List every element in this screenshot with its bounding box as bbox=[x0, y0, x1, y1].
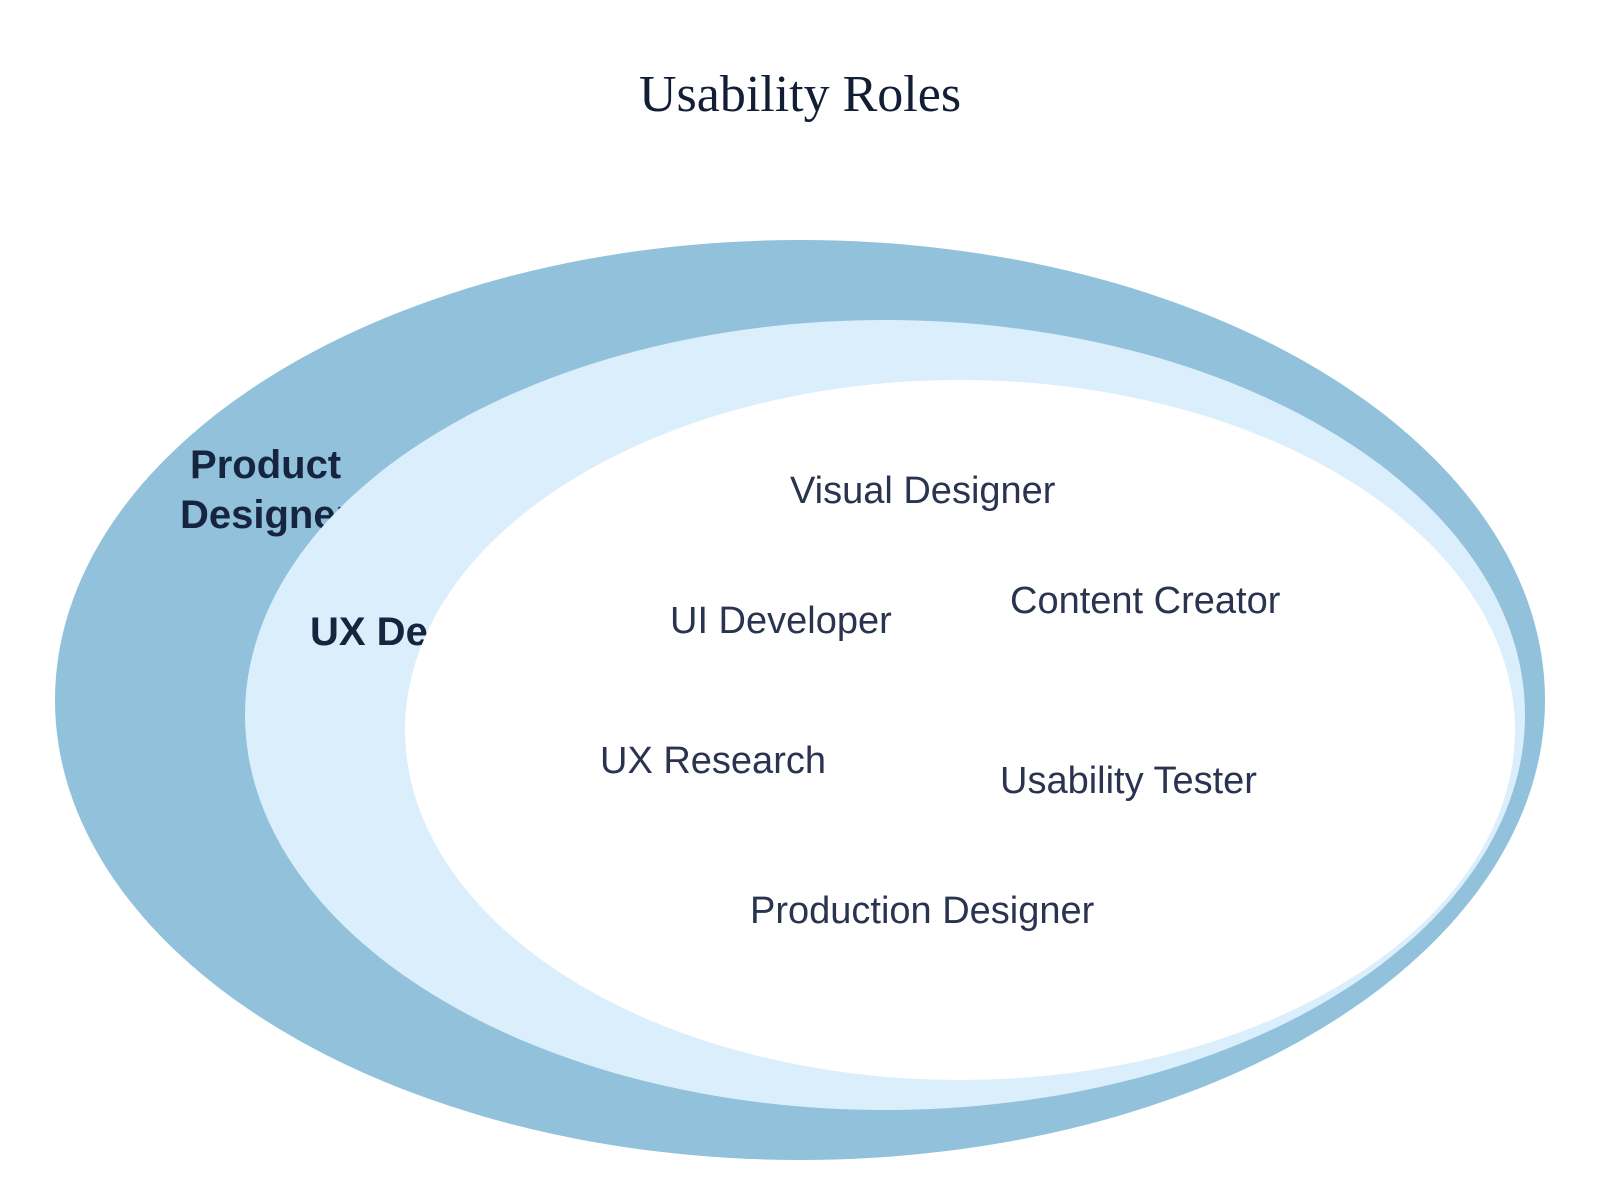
label-usability-tester: Usability Tester bbox=[1000, 760, 1257, 803]
label-content-creator: Content Creator bbox=[1010, 580, 1280, 623]
label-production-designer: Production Designer bbox=[750, 890, 1094, 933]
label-visual-designer: Visual Designer bbox=[790, 470, 1055, 513]
label-ux-research: UX Research bbox=[600, 740, 826, 783]
diagram-title: Usability Roles bbox=[639, 65, 961, 124]
label-ui-developer: UI Developer bbox=[670, 600, 892, 643]
